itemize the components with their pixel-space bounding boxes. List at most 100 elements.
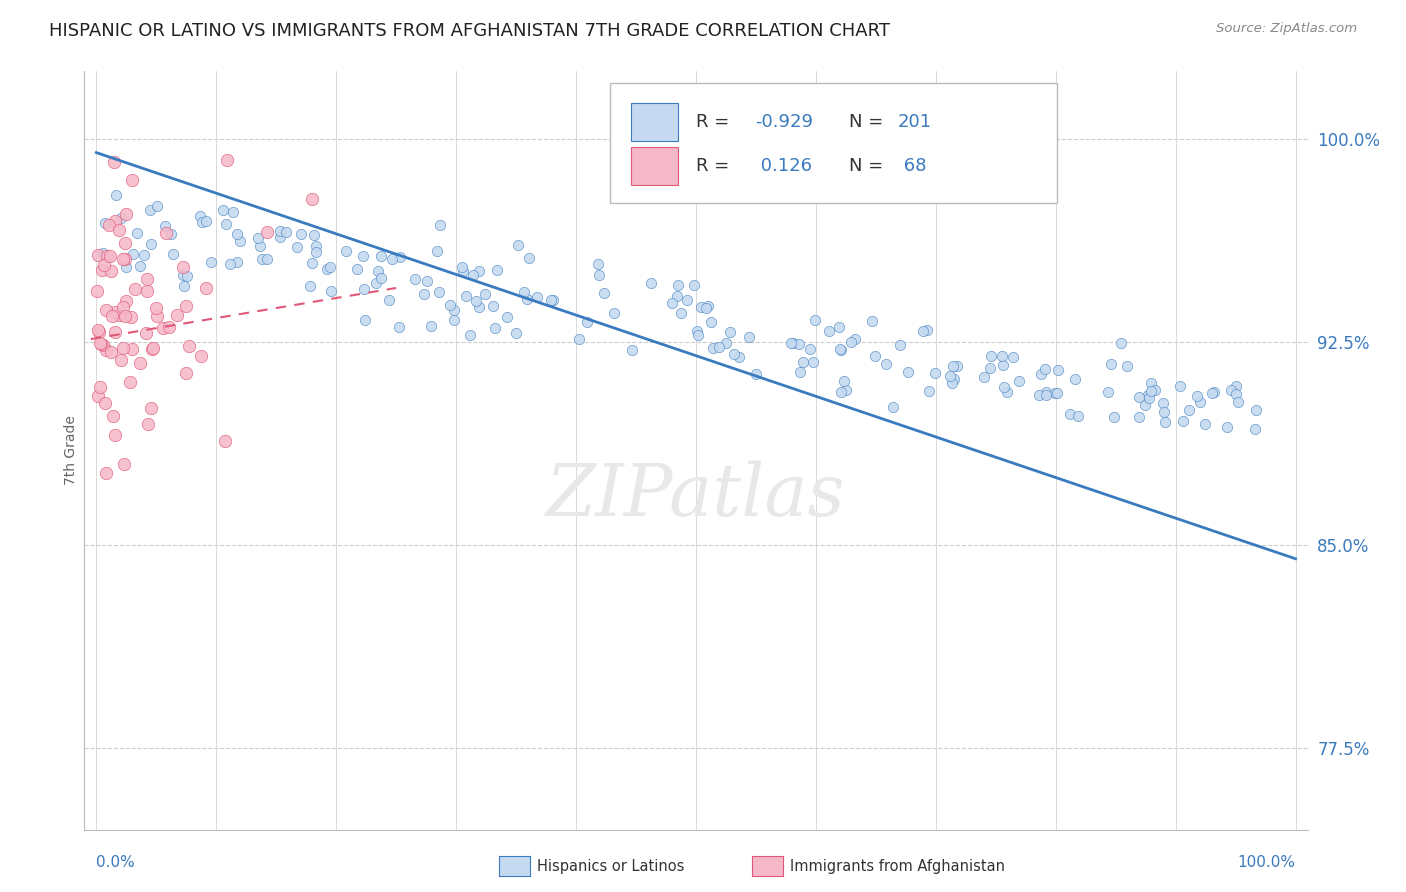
Point — [389, 250, 412, 264]
Point — [1139, 376, 1161, 391]
Point — [661, 296, 683, 310]
Point — [90, 336, 112, 351]
Point — [104, 187, 127, 202]
Point — [381, 252, 404, 267]
Point — [87, 323, 110, 337]
Point — [160, 227, 183, 241]
Point — [249, 239, 271, 253]
Point — [114, 309, 136, 323]
Point — [212, 203, 235, 218]
Point — [467, 264, 489, 278]
Point — [1035, 384, 1057, 399]
Point — [103, 305, 125, 319]
Point — [1104, 409, 1126, 424]
Point — [745, 367, 768, 381]
Point — [1139, 384, 1161, 398]
Point — [688, 328, 710, 343]
Point — [1153, 405, 1175, 419]
Point — [217, 153, 239, 167]
Point — [93, 259, 115, 273]
Point — [96, 303, 118, 318]
Point — [176, 366, 198, 380]
Point — [1059, 407, 1081, 421]
Point — [269, 224, 291, 238]
Point — [1152, 396, 1174, 410]
Point — [804, 312, 827, 326]
Point — [723, 346, 745, 360]
Point — [801, 355, 824, 369]
Point — [1154, 415, 1177, 429]
Point — [1063, 372, 1085, 386]
Point — [98, 218, 121, 232]
Point — [1168, 379, 1191, 393]
Text: R =: R = — [696, 113, 735, 131]
Point — [142, 341, 165, 355]
Point — [299, 278, 322, 293]
Point — [346, 262, 368, 277]
Point — [354, 313, 377, 327]
Point — [125, 226, 148, 240]
Point — [665, 289, 688, 303]
Text: R =: R = — [696, 157, 735, 175]
Point — [1189, 395, 1212, 409]
Point — [676, 293, 699, 308]
Point — [274, 225, 297, 239]
Point — [87, 389, 110, 403]
Point — [420, 319, 443, 334]
Point — [695, 301, 717, 315]
Point — [122, 247, 145, 261]
Text: ZIPatlas: ZIPatlas — [546, 460, 846, 532]
Point — [89, 336, 111, 351]
Point — [799, 342, 821, 356]
Point — [1099, 357, 1122, 371]
Point — [942, 359, 965, 374]
Point — [1043, 386, 1066, 401]
Point — [87, 248, 110, 262]
Point — [1139, 391, 1161, 405]
Point — [830, 384, 852, 399]
Point — [738, 329, 761, 343]
Point — [818, 324, 841, 338]
Point — [139, 401, 162, 415]
FancyBboxPatch shape — [610, 83, 1057, 202]
Point — [834, 383, 856, 397]
Point — [304, 244, 326, 259]
Text: Immigrants from Afghanistan: Immigrants from Afghanistan — [790, 859, 1005, 873]
Point — [188, 209, 211, 223]
Point — [832, 374, 855, 388]
Point — [1220, 383, 1243, 397]
Point — [194, 213, 217, 227]
Point — [911, 325, 934, 339]
Point — [897, 365, 920, 379]
Point — [484, 321, 506, 335]
Point — [112, 457, 135, 471]
Point — [174, 299, 197, 313]
Text: 100.0%: 100.0% — [1237, 855, 1295, 870]
Point — [229, 234, 252, 248]
Point — [915, 323, 938, 337]
Point — [94, 467, 117, 481]
Point — [100, 345, 122, 359]
Point — [516, 292, 538, 306]
Point — [98, 250, 121, 264]
Point — [1178, 403, 1201, 417]
Point — [689, 300, 711, 314]
Point — [588, 268, 610, 282]
Point — [685, 324, 707, 338]
Point — [993, 380, 1015, 394]
Point — [1135, 398, 1157, 412]
Point — [101, 409, 124, 423]
Point — [135, 272, 157, 286]
Point — [114, 236, 136, 251]
Point — [215, 217, 238, 231]
Point — [100, 264, 122, 278]
Point — [1035, 387, 1057, 401]
Point — [90, 262, 112, 277]
Point — [110, 352, 132, 367]
Text: -0.929: -0.929 — [755, 113, 813, 131]
Point — [839, 335, 862, 350]
Point — [454, 289, 477, 303]
Point — [335, 244, 357, 258]
Point — [443, 303, 465, 318]
Point — [319, 285, 342, 299]
